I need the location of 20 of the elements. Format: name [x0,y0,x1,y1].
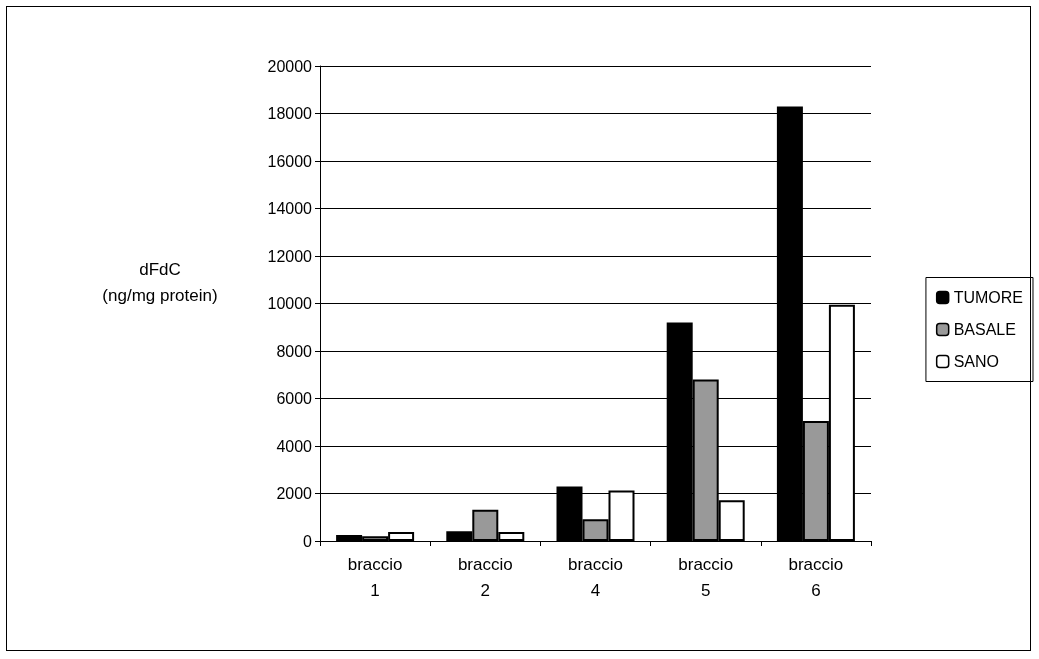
x-tick-label: braccio 6 [788,554,844,600]
x-tick-label: braccio 1 [347,554,403,600]
legend-label: BASALE [953,321,1016,338]
x-tick-label: braccio 5 [678,554,734,600]
legend-label: SANO [953,353,1000,370]
y-tick-label: 8000 [276,342,313,360]
y-tick-label: 18000 [267,105,313,122]
y-tick-label: 10000 [267,295,313,312]
y-tick-label: 14000 [267,200,313,217]
y-axis-title: dFdC (ng/mg protein) [102,259,218,305]
y-tick-label: 6000 [276,390,313,407]
x-tick-label: braccio 4 [568,554,623,600]
y-tick-label: 2000 [276,485,313,502]
y-tick-label: 4000 [276,437,313,455]
y-tick-label: 16000 [267,152,313,170]
y-tick-label: 20000 [267,57,313,75]
legend-label: TUMORE [953,289,1023,306]
x-tick-label: braccio 2 [457,554,513,600]
y-tick-label: 0 [303,532,313,550]
y-tick-label: 12000 [267,247,313,265]
